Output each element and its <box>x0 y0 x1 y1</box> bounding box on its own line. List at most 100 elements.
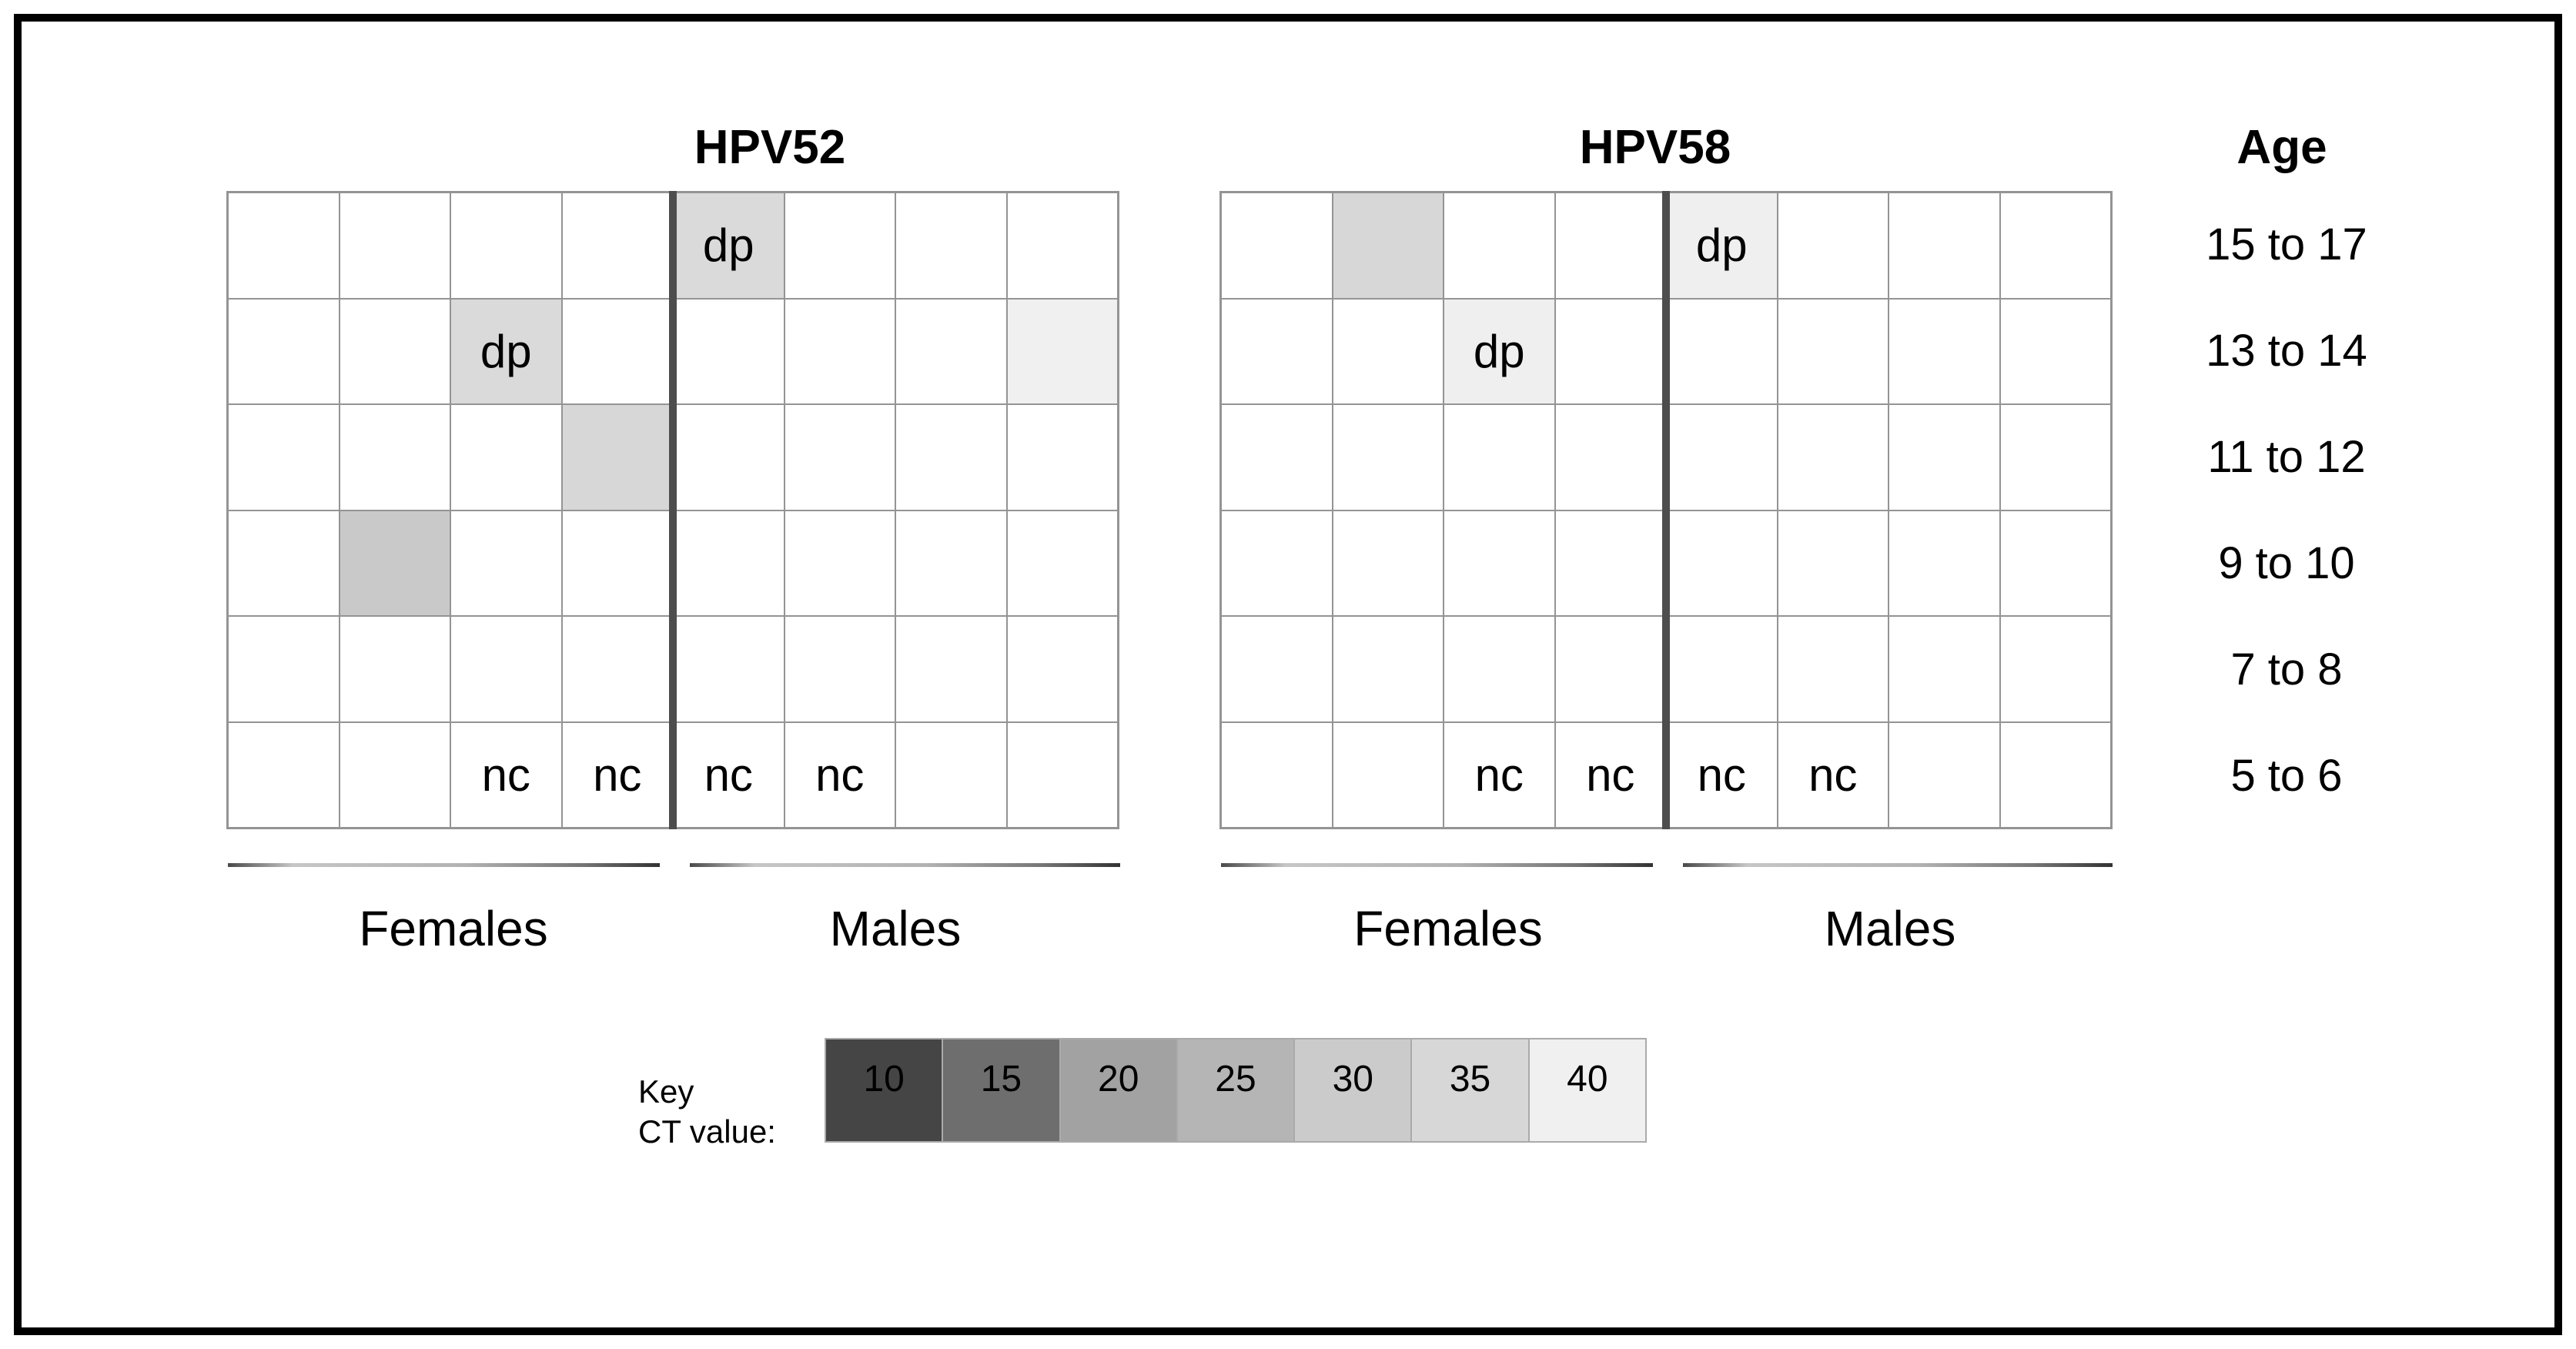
heatmap-cell <box>1667 510 1777 615</box>
heatmap-cell <box>896 299 1006 403</box>
key-ct-value: 40 <box>1567 1059 1608 1100</box>
heatmap-cell <box>562 299 672 403</box>
females-label-hpv58: Females <box>1353 901 1543 956</box>
heatmap-grid-hpv52: dp dp nc nc nc nc <box>226 191 1119 829</box>
heatmap-cell <box>1667 299 1777 403</box>
heatmap-cell: nc <box>1555 722 1665 827</box>
heatmap-cell <box>340 510 450 615</box>
heatmap-cell <box>340 722 450 827</box>
panel-title-hpv58: HPV58 <box>1579 121 1731 174</box>
heatmap-cell <box>1889 299 1999 403</box>
key-ct-box: 35 <box>1412 1039 1528 1141</box>
heatmap-cell <box>785 510 895 615</box>
heatmap-cell <box>2000 617 2110 721</box>
heatmap-cell <box>785 299 895 403</box>
heatmap-cell <box>785 193 895 298</box>
key-ct-value: 35 <box>1449 1059 1491 1100</box>
heatmap-cell <box>1333 299 1443 403</box>
heatmap-cell <box>2000 722 2110 827</box>
heatmap-cell <box>896 510 1006 615</box>
heatmap-cell <box>340 193 450 298</box>
heatmap-cell: nc <box>451 722 561 827</box>
heatmap-cell: nc <box>785 722 895 827</box>
males-label-hpv52: Males <box>829 901 962 956</box>
age-group-labels: 15 to 17 13 to 14 11 to 12 9 to 10 7 to 8 5 t… <box>2148 191 2425 829</box>
heatmap-cell <box>674 405 784 510</box>
key-ct-value: 25 <box>1215 1059 1256 1100</box>
panel-title-hpv52: HPV52 <box>694 121 846 174</box>
heatmap-cell <box>1222 405 1332 510</box>
heatmap-cell <box>1444 510 1554 615</box>
heatmap-cell <box>1333 193 1443 298</box>
key-ct-value: 10 <box>863 1059 905 1100</box>
key-ct-color-scale: 10 15 20 25 30 35 40 <box>825 1038 1647 1143</box>
heatmap-cell <box>2000 405 2110 510</box>
key-ct-box: 15 <box>943 1039 1059 1141</box>
heatmap-cell <box>1667 405 1777 510</box>
heatmap-cell <box>1333 405 1443 510</box>
heatmap-cell <box>229 722 339 827</box>
heatmap-cell <box>1222 722 1332 827</box>
heatmap-cell <box>1778 405 1888 510</box>
heatmap-cell <box>451 510 561 615</box>
age-column-header: Age <box>2236 121 2327 174</box>
heatmap-cell <box>1222 510 1332 615</box>
heatmap-cell <box>229 510 339 615</box>
males-underline-hpv52 <box>690 863 1120 867</box>
sex-divider-line-hpv58 <box>1662 191 1670 829</box>
heatmap-cell <box>562 617 672 721</box>
heatmap-cell <box>1889 510 1999 615</box>
heatmap-cell <box>674 510 784 615</box>
age-group-label: 9 to 10 <box>2218 538 2355 589</box>
key-ct-box: 40 <box>1529 1039 1645 1141</box>
heatmap-cell <box>451 617 561 721</box>
females-underline-hpv58 <box>1221 863 1653 867</box>
heatmap-cell <box>340 299 450 403</box>
heatmap-cell: nc <box>674 722 784 827</box>
key-label: Key CT value: <box>638 1072 776 1152</box>
key-ct-box: 30 <box>1295 1039 1411 1141</box>
heatmap-cell: dp <box>674 193 784 298</box>
heatmap-cell <box>1778 299 1888 403</box>
heatmap-cell <box>1778 510 1888 615</box>
heatmap-cell <box>1007 193 1117 298</box>
heatmap-cell <box>1333 617 1443 721</box>
heatmap-cell <box>674 299 784 403</box>
heatmap-cell <box>1444 617 1554 721</box>
key-label-line1: Key <box>638 1073 694 1110</box>
heatmap-cell <box>1667 617 1777 721</box>
age-group-label: 11 to 12 <box>2207 431 2366 482</box>
heatmap-cell <box>785 405 895 510</box>
heatmap-cell: nc <box>1667 722 1777 827</box>
heatmap-cell <box>1555 299 1665 403</box>
heatmap-cell <box>1555 617 1665 721</box>
heatmap-cell <box>1007 405 1117 510</box>
key-ct-value: 15 <box>980 1059 1022 1100</box>
heatmap-cell <box>1889 617 1999 721</box>
key-label-line2: CT value: <box>638 1113 776 1150</box>
heatmap-cell <box>1444 405 1554 510</box>
heatmap-cell <box>785 617 895 721</box>
heatmap-cell <box>896 193 1006 298</box>
heatmap-cell <box>1555 193 1665 298</box>
heatmap-cell <box>2000 299 2110 403</box>
heatmap-cell <box>896 617 1006 721</box>
females-label-hpv52: Females <box>359 901 548 956</box>
heatmap-cell <box>674 617 784 721</box>
key-ct-box: 25 <box>1177 1039 1294 1141</box>
heatmap-cell <box>229 617 339 721</box>
heatmap-cell: nc <box>1778 722 1888 827</box>
heatmap-cell <box>229 299 339 403</box>
heatmap-cell <box>229 193 339 298</box>
heatmap-cell <box>340 617 450 721</box>
heatmap-cell <box>2000 510 2110 615</box>
key-ct-box: 10 <box>826 1039 942 1141</box>
age-group-label: 5 to 6 <box>2230 751 2343 802</box>
heatmap-cell <box>562 510 672 615</box>
males-underline-hpv58 <box>1683 863 2113 867</box>
heatmap-cell: nc <box>1444 722 1554 827</box>
heatmap-cell: dp <box>1444 299 1554 403</box>
heatmap-cell: dp <box>451 299 561 403</box>
heatmap-cell <box>562 193 672 298</box>
